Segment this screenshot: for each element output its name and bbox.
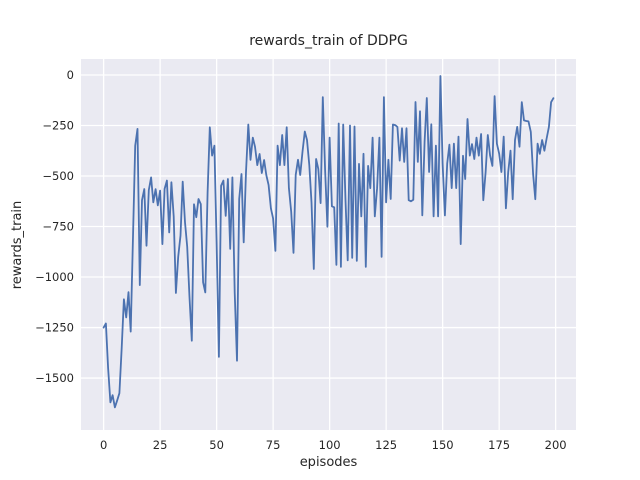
x-tick-label: 200: [545, 438, 567, 452]
x-tick-label: 175: [488, 438, 510, 452]
y-axis-label: rewards_train: [10, 200, 25, 290]
y-tick-label: −1500: [35, 371, 74, 385]
y-tick-label: −1250: [35, 321, 74, 335]
x-tick-label: 150: [432, 438, 454, 452]
y-tick-label: −750: [42, 220, 74, 234]
y-tick-label: −250: [42, 118, 74, 132]
x-tick-label: 0: [100, 438, 107, 452]
y-tick-label: 0: [67, 68, 74, 82]
y-tick-label: −500: [42, 169, 74, 183]
x-tick-label: 25: [153, 438, 168, 452]
plot-background: [81, 59, 576, 430]
x-tick-label: 50: [209, 438, 224, 452]
x-axis-label: episodes: [299, 455, 358, 470]
x-tick-label: 125: [375, 438, 397, 452]
x-tick-label: 75: [266, 438, 281, 452]
series-line: [102, 75, 555, 409]
chart-title: rewards_train of DDPG: [249, 33, 408, 49]
y-tick-label: −1000: [35, 270, 74, 284]
x-tick-label: 100: [319, 438, 341, 452]
